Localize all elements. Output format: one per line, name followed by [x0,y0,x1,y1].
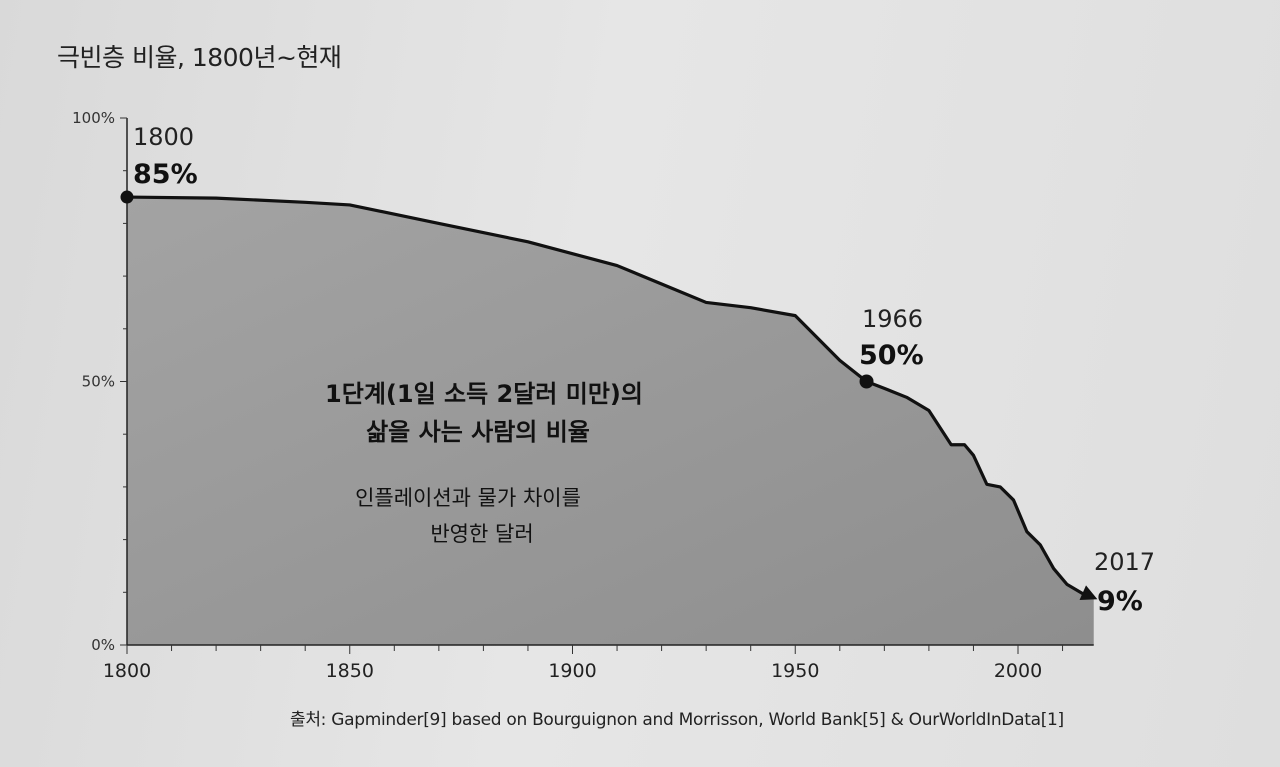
source-note: 출처: Gapminder[9] based on Bourguignon an… [290,710,1064,730]
area-label-line4: 반영한 달러 [430,522,533,546]
x-tick-label: 1950 [771,660,819,682]
point-1966 [859,374,874,389]
annotation-value: 9% [1097,586,1143,617]
area-label-line2: 삶을 사는 사람의 비율 [366,418,590,446]
area-label-line1: 1단계(1일 소득 2달러 미만)의 [325,380,643,408]
annotation-value: 50% [859,340,924,371]
axes-layer: 0% 50% 100% 1800 1850 1900 1950 2000 [72,109,1094,682]
area-layer [126,195,1095,646]
x-tick-label: 2000 [994,660,1042,682]
x-tick-label: 1900 [548,660,596,682]
poverty-area-fill [127,197,1094,646]
y-tick-label: 100% [72,109,115,127]
x-tick-label: 1850 [326,660,374,682]
y-tick-label: 0% [91,636,115,654]
text-layer: 1단계(1일 소득 2달러 미만)의 삶을 사는 사람의 비율 인플레이션과 물… [325,380,643,546]
chart-title: 극빈층 비율, 1800년~현재 [57,43,342,72]
annotation-year: 1966 [862,305,923,333]
y-tick-label: 50% [82,373,115,391]
area-label-line3: 인플레이션과 물가 차이를 [355,486,581,510]
x-tick-label: 1800 [103,660,151,682]
annotation-year: 1800 [133,123,194,151]
point-1800 [120,190,134,204]
poverty-line [126,195,1095,600]
arrowhead-2017 [1079,585,1098,601]
marks-layer: 1800 85% 1966 50% 2017 9% [120,123,1155,617]
annotation-value: 85% [133,159,198,190]
annotation-year: 2017 [1094,548,1155,576]
